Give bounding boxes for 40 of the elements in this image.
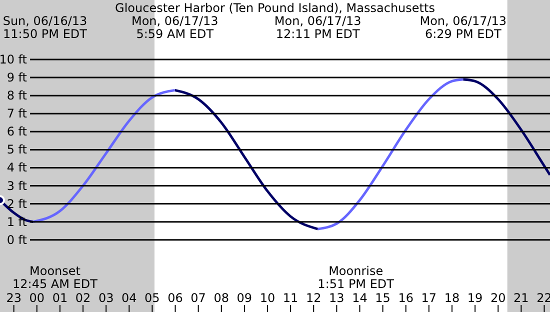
chart-title: Gloucester Harbor (Ten Pound Island), Massachusetts <box>115 1 435 15</box>
y-tick-label: 2 ft <box>6 196 28 211</box>
x-tick-label: 00 <box>29 291 45 305</box>
x-tick-label: 15 <box>375 291 390 305</box>
x-tick-label: 20 <box>490 291 506 305</box>
annotation: Mon, 06/17/13 6:29 PM EDT <box>420 14 507 41</box>
x-tick-label: 13 <box>329 291 344 305</box>
x-tick-label: 01 <box>52 291 68 305</box>
x-tick-label: 02 <box>75 291 91 305</box>
y-tick-label: 3 ft <box>6 178 28 193</box>
x-tick-label: 23 <box>6 291 22 305</box>
annotation: Mon, 06/17/13 5:59 AM EDT <box>131 14 218 41</box>
x-tick-label: 17 <box>421 291 437 305</box>
y-tick-label: 6 ft <box>6 124 28 139</box>
y-tick-label: 8 ft <box>6 88 28 103</box>
x-tick-label: 07 <box>190 291 206 305</box>
y-tick-label: 5 ft <box>6 142 28 157</box>
x-tick-label: 14 <box>352 291 368 305</box>
x-tick-label: 05 <box>144 291 160 305</box>
x-tick-label: 08 <box>214 291 230 305</box>
x-tick-label: 06 <box>168 291 183 305</box>
annotation: Mon, 06/17/13 12:11 PM EDT <box>274 14 362 41</box>
y-tick-label: 9 ft <box>6 70 28 85</box>
x-tick-label: 19 <box>467 291 483 305</box>
x-tick-label: 16 <box>398 291 414 305</box>
y-tick-label: 4 ft <box>6 160 28 175</box>
y-tick-label: 0 ft <box>6 232 28 247</box>
x-tick-label: 18 <box>444 291 460 305</box>
x-tick-label: 12 <box>306 291 322 305</box>
x-tick-label: 11 <box>282 291 298 305</box>
x-tick-label: 21 <box>514 291 529 305</box>
annotation: Moonset 12:45 AM EDT <box>12 264 98 291</box>
annotation: Moonrise 1:51 PM EDT <box>318 264 394 291</box>
annotation: Sun, 06/16/13 11:50 PM EDT <box>2 14 88 41</box>
x-tick-label: 09 <box>236 291 252 305</box>
y-tick-label: 10 ft <box>0 52 28 67</box>
x-tick-label: 10 <box>260 291 276 305</box>
x-tick-label: 04 <box>122 291 137 305</box>
x-tick-label: 03 <box>98 291 114 305</box>
y-tick-label: 7 ft <box>6 106 28 121</box>
